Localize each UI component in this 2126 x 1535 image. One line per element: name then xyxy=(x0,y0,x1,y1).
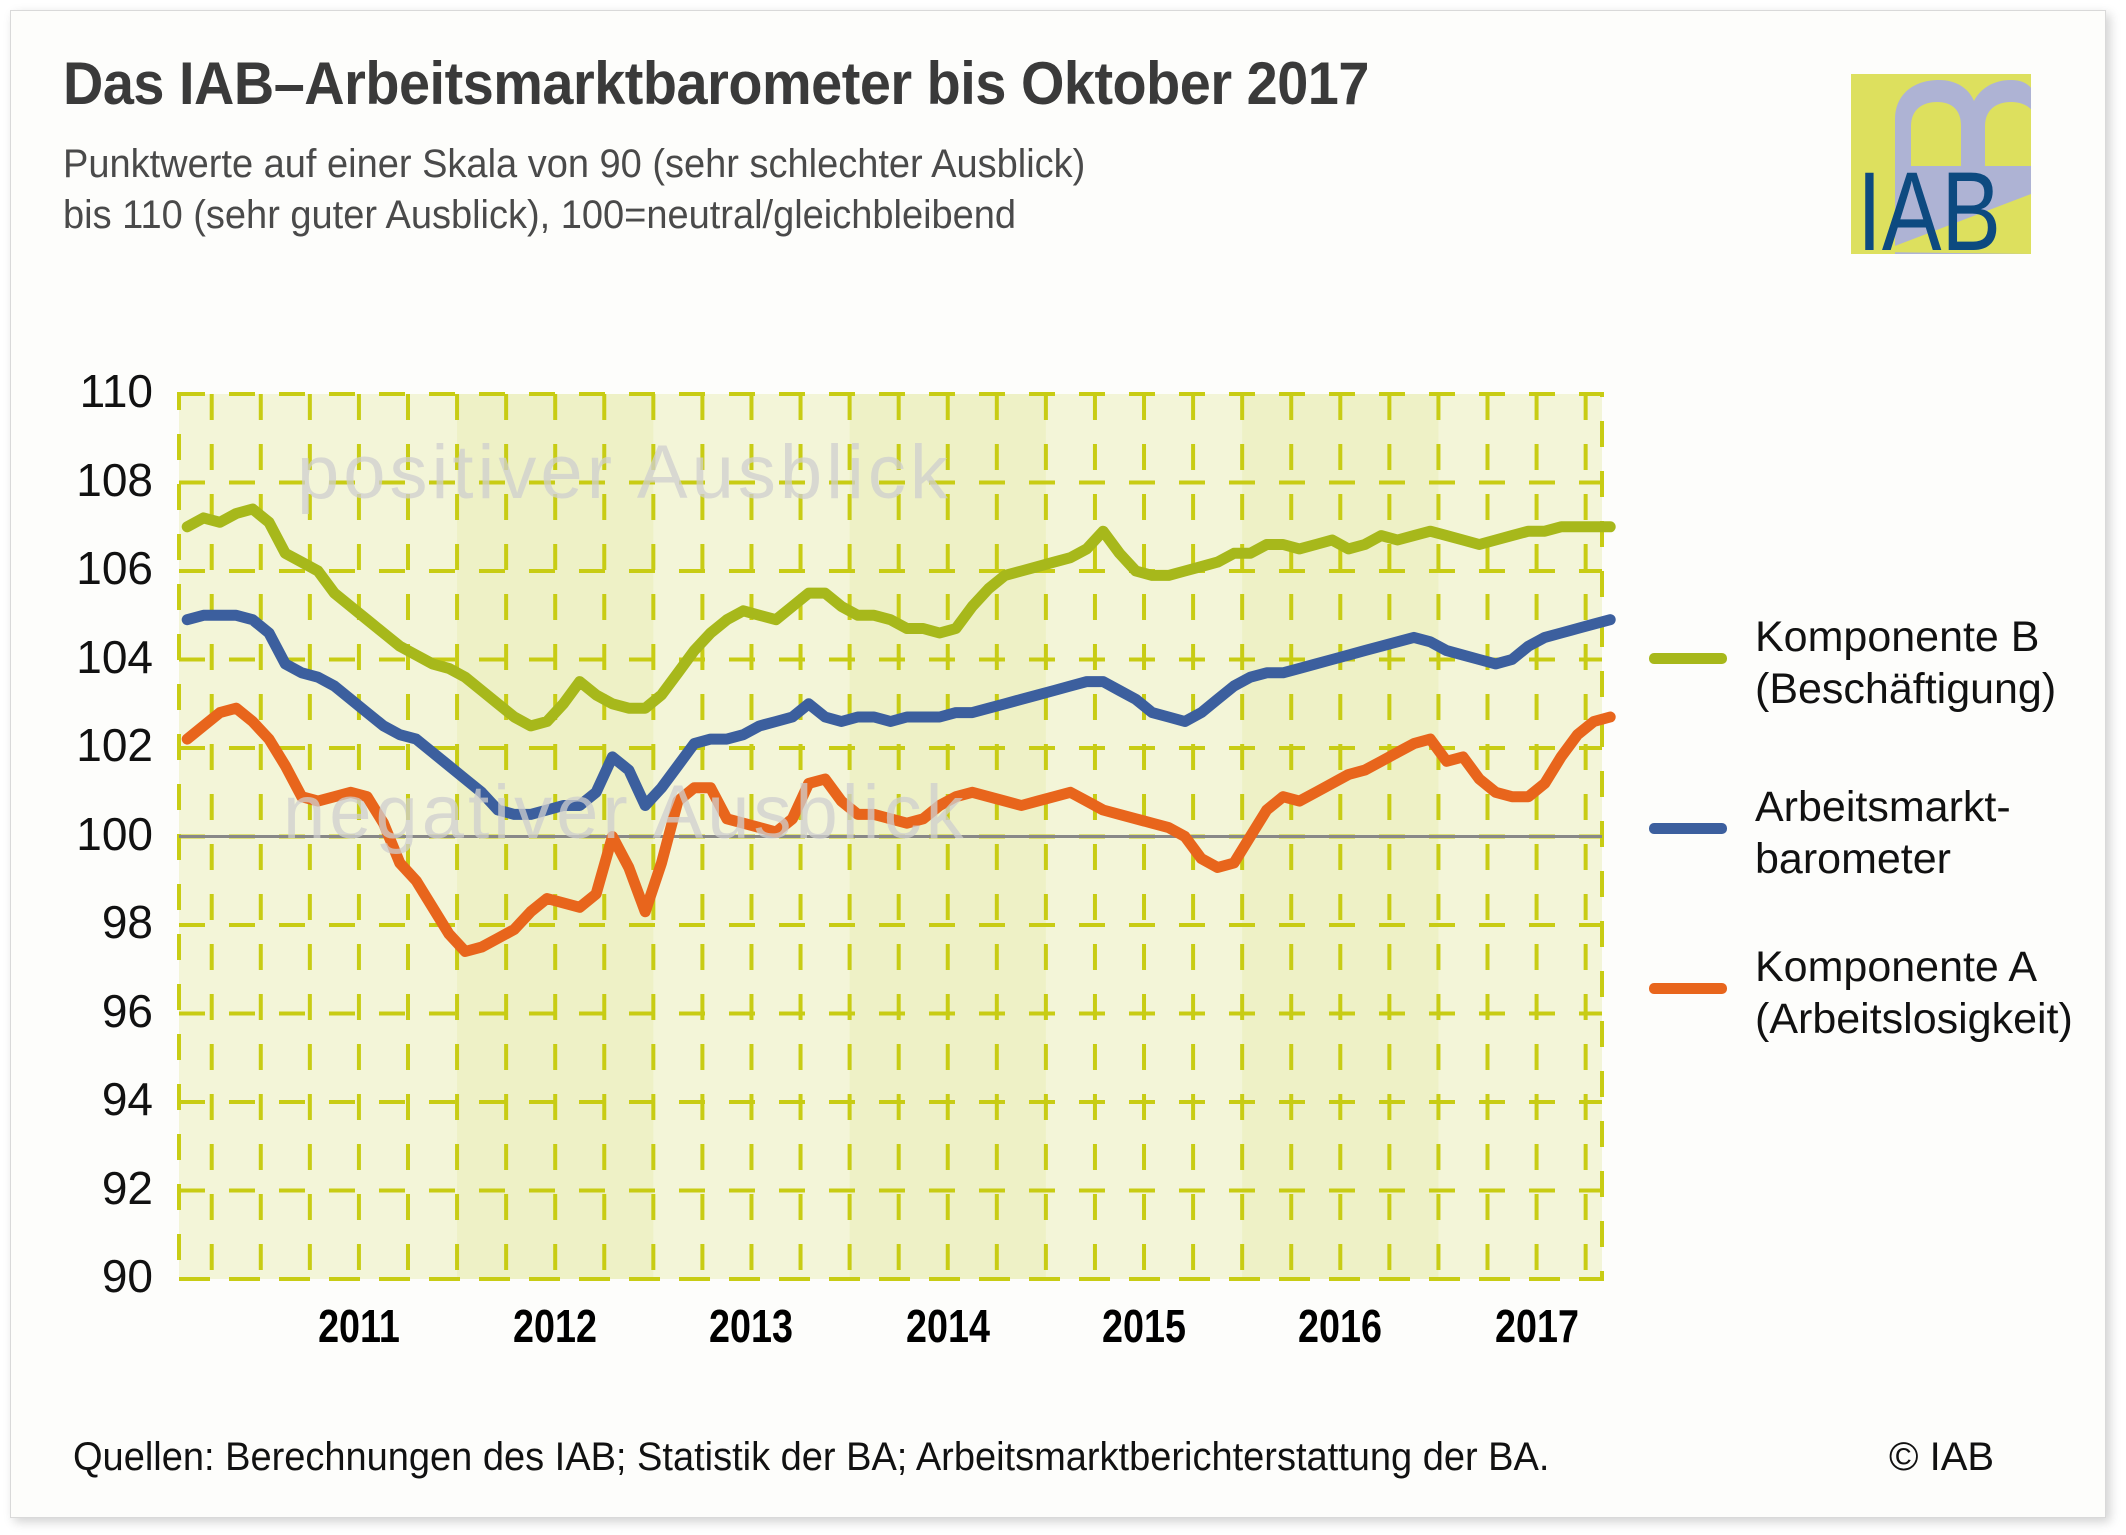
x-tick-label: 2014 xyxy=(905,1300,990,1352)
legend-swatch-arbeitsmarktbarometer xyxy=(1649,823,1727,834)
legend-label-arbeitsmarktbarometer: Arbeitsmarkt- barometer xyxy=(1755,783,2011,883)
series-line-komponente-b xyxy=(181,503,1616,732)
x-tick-label: 2012 xyxy=(513,1300,598,1352)
y-tick-label: 110 xyxy=(79,365,153,417)
x-tick-label: 2011 xyxy=(317,1300,400,1352)
chart: 110 108 106 104 102 100 98 96 94 92 90 2011 2012 201… xyxy=(11,11,2107,1519)
y-tick-label: 102 xyxy=(76,719,153,771)
x-tick-label: 2013 xyxy=(709,1300,794,1352)
page-title: Das IAB–Arbeitsmarktbarometer bis Oktobe… xyxy=(63,50,1369,117)
y-tick-label: 92 xyxy=(101,1161,153,1214)
figure-frame: Das IAB–Arbeitsmarktbarometer bis Oktobe… xyxy=(10,10,2106,1518)
y-tick-label: 90 xyxy=(101,1250,153,1302)
x-tick-label: 2015 xyxy=(1102,1300,1186,1352)
source-note: Quellen: Berechnungen des IAB; Statistik… xyxy=(73,1435,1550,1479)
legend-item-arbeitsmarktbarometer: Arbeitsmarkt- barometer xyxy=(1649,781,2011,885)
iab-logo-mark: IAB xyxy=(1851,74,2031,254)
legend-item-komponente-b: Komponente B (Beschäftigung) xyxy=(1649,611,2056,715)
y-tick-label: 104 xyxy=(76,630,153,683)
series-line-arbeitsmarktbarometer xyxy=(181,609,1616,820)
legend-label-komponente-a: Komponente A (Arbeitslosigkeit) xyxy=(1755,943,2073,1043)
y-tick-label: 98 xyxy=(101,896,153,948)
legend-swatch-komponente-b xyxy=(1649,653,1727,664)
y-tick-label: 100 xyxy=(76,807,153,860)
iab-logo: IAB xyxy=(1851,74,2031,254)
iab-logo-text: IAB xyxy=(1857,149,2001,254)
y-tick-label: 106 xyxy=(76,542,153,594)
legend-item-komponente-a: Komponente A (Arbeitslosigkeit) xyxy=(1649,941,2073,1045)
y-tick-label: 108 xyxy=(76,453,153,506)
legend-label-komponente-b: Komponente B (Beschäftigung) xyxy=(1755,613,2057,713)
page-subtitle: Punktwerte auf einer Skala von 90 (sehr … xyxy=(63,142,1086,237)
x-tick-label: 2016 xyxy=(1298,1300,1383,1352)
y-tick-label: 94 xyxy=(101,1073,153,1125)
series-line-komponente-a xyxy=(181,702,1616,957)
y-tick-label: 96 xyxy=(101,984,153,1037)
legend-swatch-komponente-a xyxy=(1649,983,1727,994)
copyright-note: © IAB xyxy=(1889,1435,1995,1479)
chart-svg xyxy=(177,392,1616,1281)
x-tick-label: 2017 xyxy=(1494,1300,1579,1352)
